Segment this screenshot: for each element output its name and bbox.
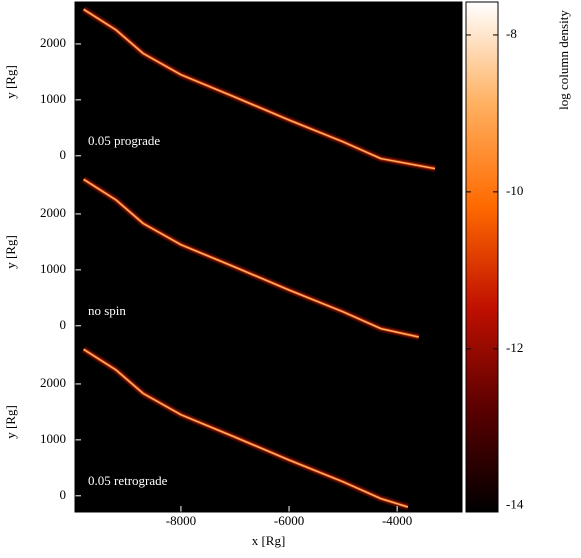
panel-label: no spin — [88, 303, 126, 318]
panel-background — [75, 342, 462, 512]
frame — [74, 1, 463, 513]
stream — [83, 348, 409, 508]
stream — [83, 8, 436, 170]
x-tick-label: -8000 — [166, 513, 196, 528]
y-tick-label: 1000 — [40, 261, 66, 276]
y-tick-label: 0 — [60, 317, 67, 332]
panel-label: 0.05 retrograde — [88, 473, 168, 488]
colorbar-label: log column density — [556, 10, 571, 110]
colorbar-tick-label: -12 — [506, 340, 523, 355]
panel-label: 0.05 prograde — [88, 133, 160, 148]
panel-background — [75, 2, 462, 172]
y-tick-label: 2000 — [40, 375, 66, 390]
y-tick-label: 1000 — [40, 91, 66, 106]
colorbar-tick-label: -14 — [506, 497, 524, 512]
y-tick-label: 2000 — [40, 205, 66, 220]
y-tick-label: 0 — [60, 487, 67, 502]
colorbar-tick-label: -10 — [506, 183, 523, 198]
x-tick-label: -6000 — [274, 513, 304, 528]
y-axis-label: y [Rg] — [3, 235, 18, 269]
stream — [83, 178, 419, 338]
y-axis-label: y [Rg] — [3, 405, 18, 439]
x-axis-label: x [Rg] — [252, 533, 286, 548]
panel-background — [75, 172, 462, 342]
y-tick-label: 2000 — [40, 35, 66, 50]
y-tick-label: 0 — [60, 147, 67, 162]
y-tick-label: 1000 — [40, 431, 66, 446]
colorbar-tick-label: -8 — [506, 26, 517, 41]
y-axis-label: y [Rg] — [3, 65, 18, 99]
colorbar — [465, 1, 499, 513]
x-tick-label: -4000 — [382, 513, 412, 528]
